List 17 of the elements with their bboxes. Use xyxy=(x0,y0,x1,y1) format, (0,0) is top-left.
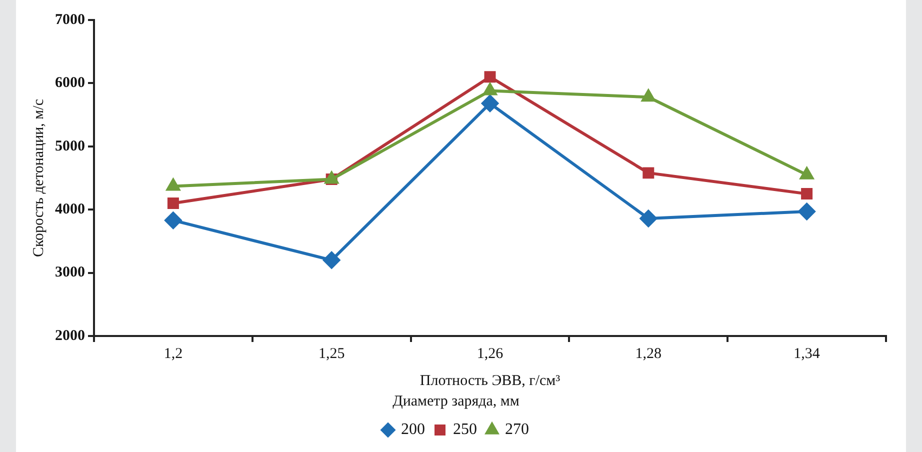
y-tick-label: 4000 xyxy=(55,201,85,218)
y-tick-label: 5000 xyxy=(55,138,85,154)
x-axis-title: Плотность ЭВВ, г/см³ xyxy=(420,372,561,389)
legend-title: Диаметр заряда, мм xyxy=(392,393,520,410)
legend-label: 250 xyxy=(453,421,477,438)
legend-label: 270 xyxy=(505,421,529,438)
x-tick-label: 1,25 xyxy=(318,346,345,362)
x-tick-label: 1,2 xyxy=(164,346,183,362)
x-tick-label: 1,26 xyxy=(476,346,504,362)
y-axis-title: Скорость детонации, м/с xyxy=(30,98,47,257)
x-tick-label: 1,34 xyxy=(794,346,820,362)
x-tick-label: 1,28 xyxy=(635,346,662,362)
y-tick-label: 6000 xyxy=(55,75,85,92)
y-tick-label: 7000 xyxy=(55,12,85,28)
y-tick-label: 3000 xyxy=(55,264,85,281)
legend-label: 200 xyxy=(401,421,425,438)
y-tick-label: 2000 xyxy=(55,328,85,344)
